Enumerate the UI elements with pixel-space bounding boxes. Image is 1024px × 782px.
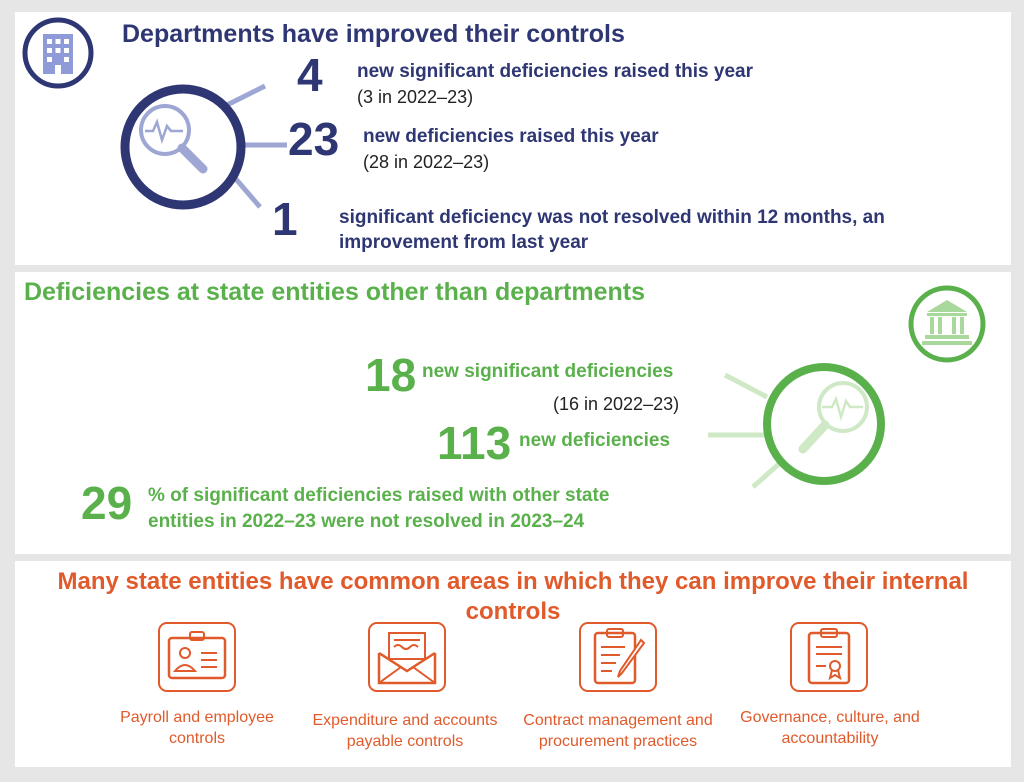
- departments-panel: Departments have improved their controls…: [15, 12, 1011, 265]
- area-contract-line2: procurement practices: [538, 733, 698, 750]
- stat-other-significant-number: 18: [365, 349, 417, 401]
- section3-title-line1: Many state entities have common areas in…: [57, 568, 969, 595]
- section2-title: Deficiencies at state entities other tha…: [24, 278, 646, 306]
- area-governance-line2: accountability: [781, 730, 879, 747]
- clipboard-pen-icon: [579, 622, 657, 692]
- stat-other-unresolved-label-line2: entities in 2022–23 were not resolved in…: [148, 511, 585, 532]
- stat-new-significant-label: new significant deficiencies raised this…: [357, 61, 753, 82]
- stat-new-significant-number: 4: [297, 49, 323, 101]
- stat-unresolved-label-line1: significant deficiency was not resolved …: [339, 207, 885, 228]
- stat-other-deficiencies-label: new deficiencies: [519, 430, 671, 451]
- area-payroll-caption: Payroll and employee controls: [97, 707, 297, 749]
- stat-unresolved-number: 1: [272, 193, 298, 245]
- stat-other-significant-label: new significant deficiencies: [422, 361, 674, 382]
- id-badge-icon: [158, 622, 236, 692]
- stat-new-significant-note: (3 in 2022–23): [357, 87, 474, 107]
- area-payroll-line1: Payroll and employee: [120, 709, 274, 726]
- area-expenditure-caption: Expenditure and accounts payable control…: [302, 710, 508, 752]
- stat-new-deficiencies-note: (28 in 2022–23): [363, 152, 490, 172]
- stat-other-significant-note: (16 in 2022–23): [553, 394, 680, 414]
- area-contract-line1: Contract management and: [523, 712, 713, 729]
- area-expenditure-line2: payable controls: [346, 733, 464, 750]
- magnifier-icon: [708, 363, 885, 489]
- section3-title: Many state entities have common areas in…: [15, 567, 1011, 627]
- area-governance-line1: Governance, culture, and: [740, 709, 920, 726]
- stat-other-deficiencies-number: 113: [437, 417, 512, 469]
- area-governance-caption: Governance, culture, and accountability: [730, 707, 930, 749]
- government-building-icon: [908, 285, 986, 363]
- area-payroll-line2: controls: [168, 730, 226, 747]
- area-contract-caption: Contract management and procurement prac…: [513, 710, 723, 752]
- building-icon: [22, 17, 94, 89]
- magnifier-icon: [120, 83, 287, 210]
- other-entities-panel: Deficiencies at state entities other tha…: [15, 272, 1011, 554]
- stat-new-deficiencies-number: 23: [288, 113, 340, 165]
- section3-title-line2: controls: [465, 598, 561, 625]
- stat-unresolved-label-line2: improvement from last year: [339, 232, 589, 253]
- improvement-areas-panel: Many state entities have common areas in…: [15, 561, 1011, 767]
- stat-new-deficiencies-label: new deficiencies raised this year: [363, 126, 659, 147]
- stat-other-unresolved-label-line1: % of significant deficiencies raised wit…: [148, 485, 610, 506]
- area-expenditure-line1: Expenditure and accounts: [312, 712, 498, 729]
- certificate-clipboard-icon: [790, 622, 868, 692]
- stat-other-unresolved-number: 29: [81, 477, 133, 529]
- section1-title: Departments have improved their controls: [122, 20, 625, 48]
- envelope-invoice-icon: [368, 622, 446, 692]
